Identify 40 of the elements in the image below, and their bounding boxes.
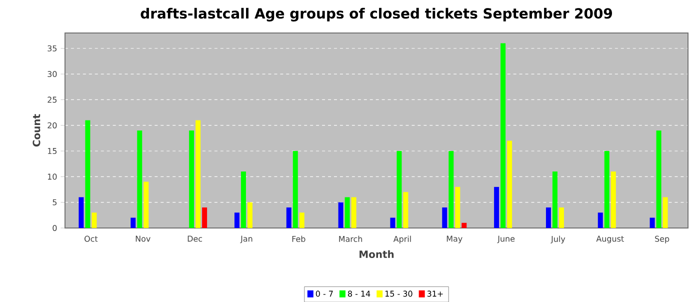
bar	[448, 150, 454, 228]
bar	[598, 212, 603, 228]
bar	[558, 207, 564, 228]
bar	[144, 182, 149, 228]
bar	[455, 186, 460, 228]
bar	[610, 171, 616, 228]
bar	[202, 207, 208, 228]
bar	[546, 207, 551, 228]
y-axis-title: Count	[32, 114, 40, 146]
bar	[604, 150, 610, 228]
bar	[390, 218, 396, 228]
bar	[85, 120, 90, 228]
bar	[286, 207, 292, 228]
bar	[494, 186, 500, 228]
bar	[442, 207, 448, 228]
bar	[78, 197, 84, 228]
bar	[299, 212, 304, 228]
bar	[650, 218, 655, 228]
bar	[292, 150, 298, 228]
bar	[240, 171, 246, 228]
bar	[137, 130, 142, 228]
bar	[403, 192, 408, 228]
bar	[396, 150, 402, 228]
bar	[344, 197, 350, 228]
bar	[500, 43, 506, 228]
x-axis-title: Month	[360, 250, 394, 258]
bar	[656, 130, 662, 228]
bar	[234, 212, 240, 228]
bar	[507, 140, 512, 228]
bar	[351, 197, 356, 228]
bar	[247, 202, 252, 228]
bar	[338, 202, 344, 228]
bar	[92, 212, 97, 228]
bar	[662, 197, 668, 228]
chart-title: drafts-lastcall Age groups of closed tickets September 2009	[140, 8, 612, 22]
bar	[552, 171, 558, 228]
bar	[462, 222, 467, 228]
bar	[196, 120, 201, 228]
bar	[189, 130, 194, 228]
bar	[130, 218, 136, 228]
